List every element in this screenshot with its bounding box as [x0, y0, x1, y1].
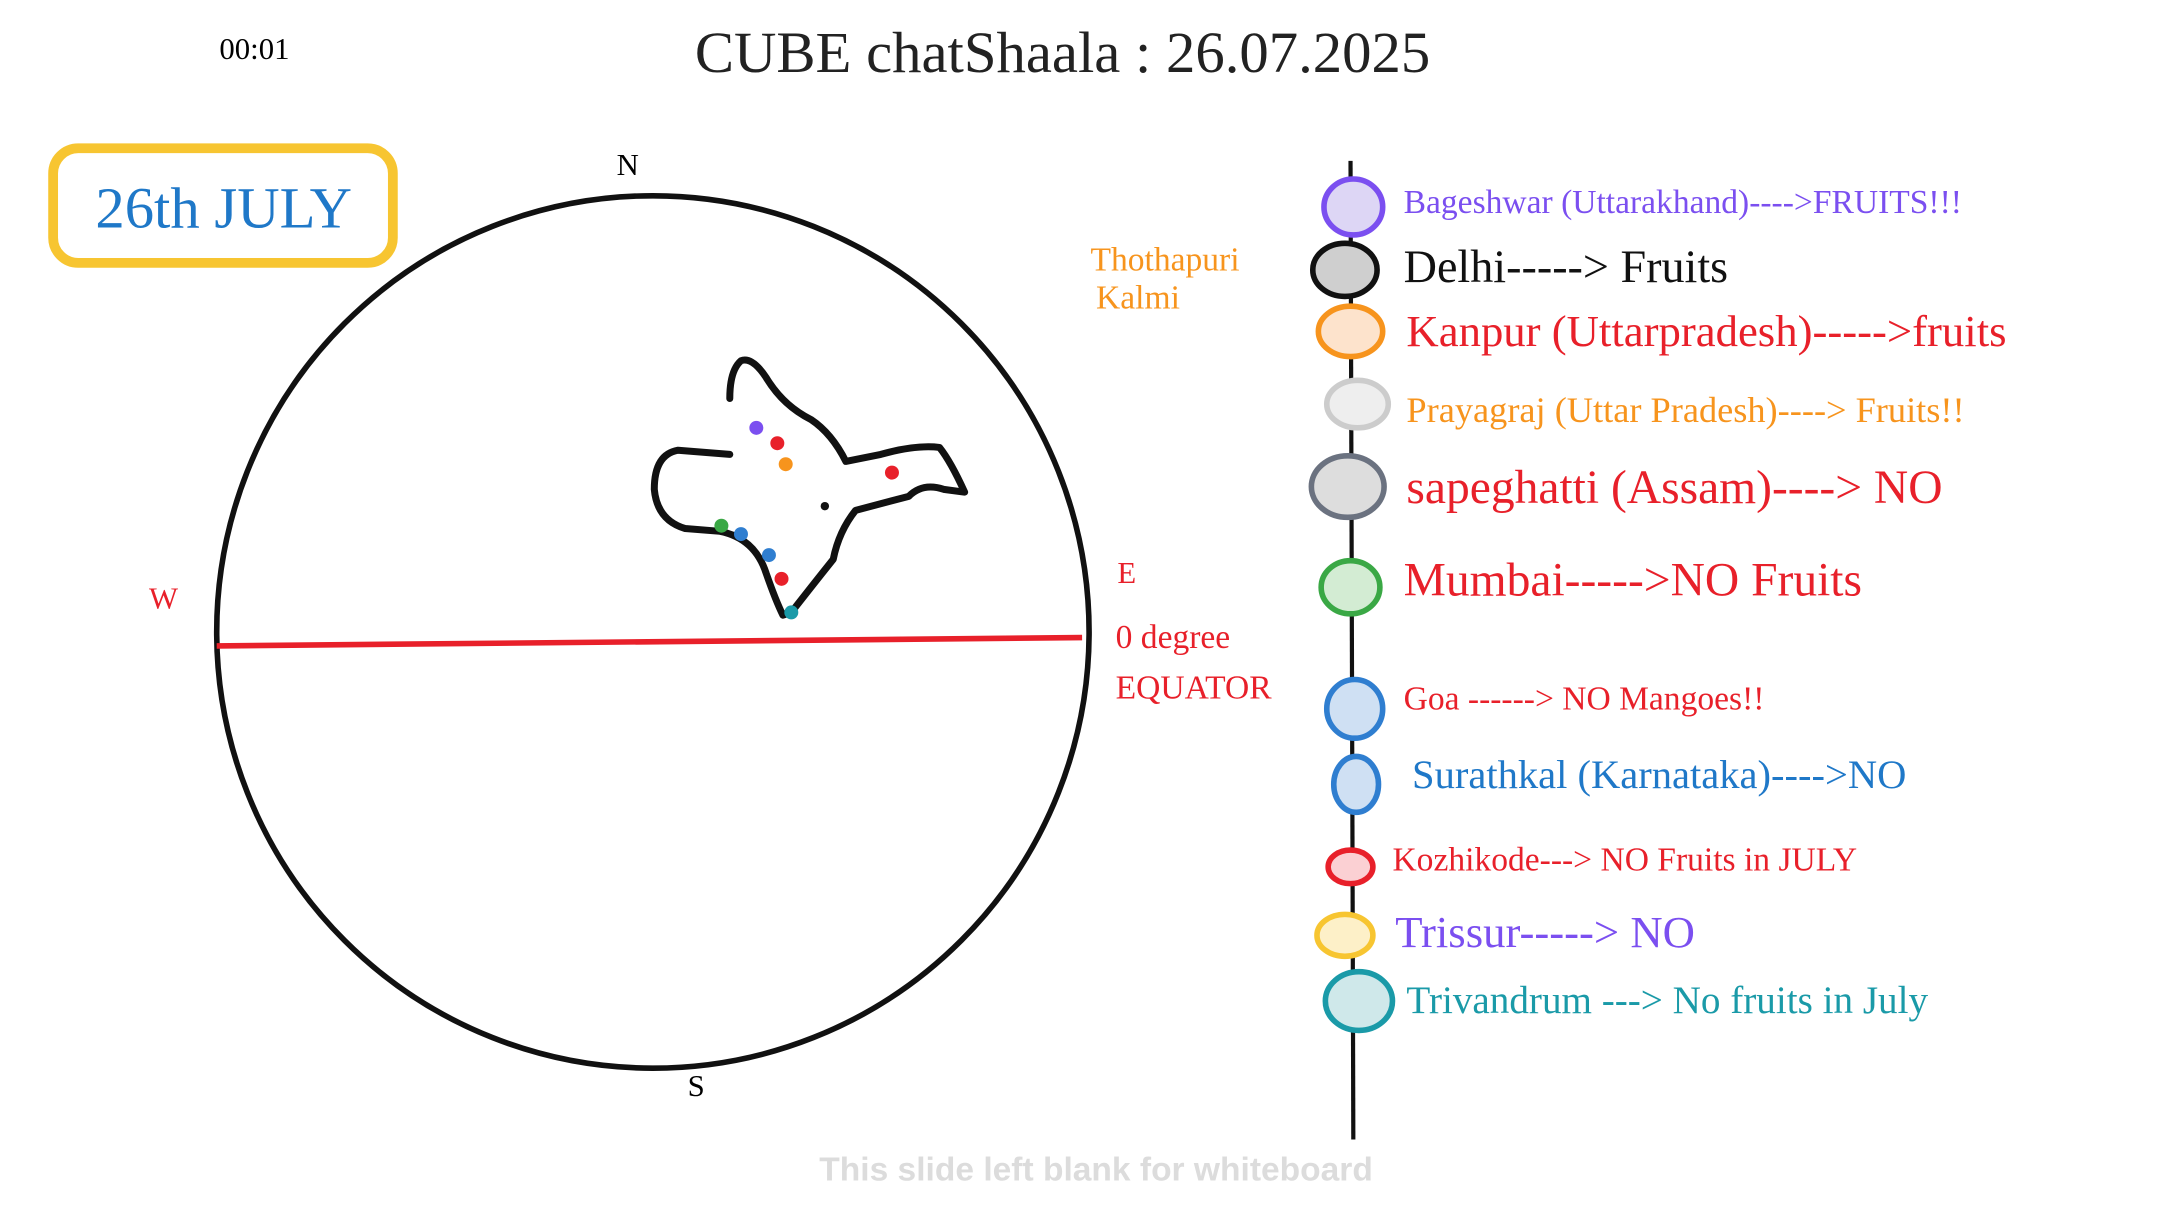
map-dots — [714, 420, 899, 620]
location-label: Trissur-----> NO — [1395, 907, 1695, 957]
east-label: E — [1117, 556, 1136, 590]
globe — [213, 192, 1092, 1071]
dot — [761, 548, 776, 563]
location-label: Surathkal (Karnataka)---->NO — [1412, 752, 1906, 797]
location-marker — [1325, 847, 1376, 887]
dot — [714, 518, 729, 533]
location-list: Bageshwar (Uttarakhand)---->FRUITS!!! Del… — [1308, 176, 2007, 1034]
dot — [778, 457, 793, 472]
footer: This slide left blank for whiteboard — [819, 1151, 1373, 1188]
location-label: Goa ------> NO Mangoes!! — [1404, 681, 1765, 718]
location-marker — [1308, 453, 1387, 521]
dot — [784, 605, 799, 620]
note: Thothapuri — [1090, 242, 1239, 279]
title: CUBE chatShaala : 26.07.2025 — [695, 20, 1430, 85]
date-box — [48, 143, 398, 268]
location-marker — [1330, 753, 1382, 816]
north-label: N — [617, 148, 639, 182]
south-label: S — [688, 1069, 705, 1103]
location-marker — [1318, 557, 1383, 617]
location-label: Trivandrum ---> No fruits in July — [1406, 979, 1928, 1022]
location-marker — [1322, 968, 1396, 1034]
location-label: Prayagraj (Uttar Pradesh)----> Fruits!! — [1406, 390, 1964, 430]
dot — [749, 420, 764, 435]
location-label: Kozhikode---> NO Fruits in JULY — [1392, 841, 1857, 878]
location-marker — [1309, 240, 1380, 300]
equator-label: EQUATOR — [1116, 669, 1273, 706]
dot — [733, 527, 748, 542]
location-marker — [1323, 676, 1386, 742]
location-marker — [1315, 303, 1386, 360]
dot — [774, 571, 789, 586]
dot — [884, 465, 899, 480]
location-label: Bageshwar (Uttarakhand)---->FRUITS!!! — [1404, 184, 1962, 221]
date-label: 26th JULY — [95, 175, 352, 240]
location-label: Mumbai----->NO Fruits — [1404, 554, 1862, 606]
note: Kalmi — [1096, 279, 1180, 316]
location-label: sapeghatti (Assam)----> NO — [1406, 462, 1942, 514]
equator-line — [216, 634, 1083, 649]
location-label: Kanpur (Uttarpradesh)----->fruits — [1406, 306, 2006, 356]
west-label: W — [149, 581, 178, 615]
location-marker — [1323, 377, 1392, 431]
location-marker — [1314, 911, 1376, 960]
location-label: Delhi-----> Fruits — [1404, 241, 1728, 292]
timer: 00:01 — [219, 32, 289, 66]
dot — [770, 436, 785, 451]
india-outline — [650, 356, 969, 619]
equator-degree: 0 degree — [1116, 619, 1231, 656]
dot — [820, 501, 830, 511]
location-marker — [1321, 176, 1386, 238]
